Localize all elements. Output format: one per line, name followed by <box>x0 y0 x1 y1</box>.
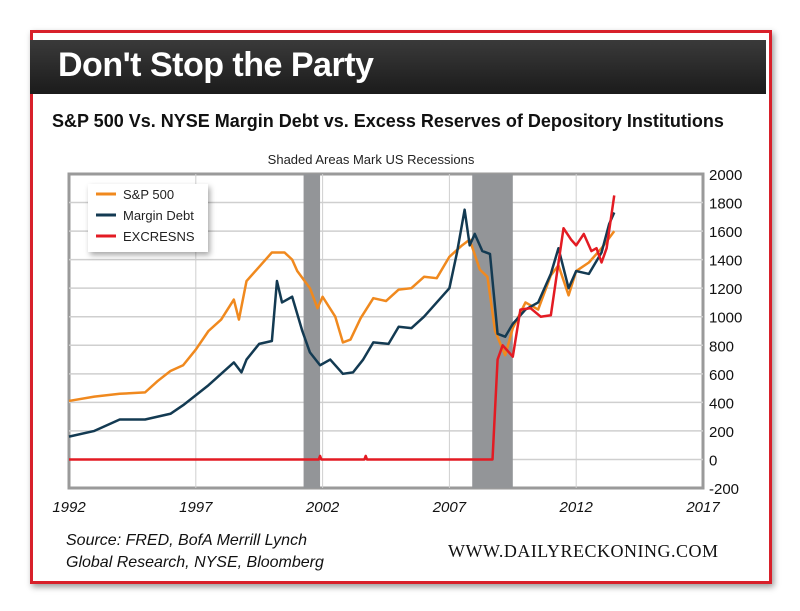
x-tick-label: 1992 <box>52 499 86 516</box>
chart-title: Shaded Areas Mark US Recessions <box>268 152 475 167</box>
legend-label: EXCRESNS <box>123 229 195 244</box>
y-tick-label: 1200 <box>709 281 742 298</box>
x-tick-label: 2017 <box>685 499 720 516</box>
recession-band <box>303 174 321 488</box>
legend-label: S&P 500 <box>123 187 174 202</box>
website: WWW.DAILYRECKONING.COM <box>448 541 719 561</box>
legend-label: Margin Debt <box>123 208 194 223</box>
source-line-2: Global Research, NYSE, Bloomberg <box>66 554 324 571</box>
x-tick-label: 1997 <box>179 499 213 516</box>
y-tick-label: 1000 <box>709 310 742 327</box>
y-tick-label: 800 <box>709 338 734 355</box>
x-tick-label: 2012 <box>559 499 594 516</box>
y-tick-label: 400 <box>709 395 734 412</box>
y-tick-label: 1400 <box>709 253 742 270</box>
source-line-1: Source: FRED, BofA Merrill Lynch <box>66 532 307 549</box>
y-tick-label: 600 <box>709 367 734 384</box>
chart-subtitle: S&P 500 Vs. NYSE Margin Debt vs. Excess … <box>52 111 724 131</box>
y-tick-label: 1600 <box>709 224 742 241</box>
series-line-margin-debt <box>68 208 616 438</box>
series-line-excresns <box>69 195 616 461</box>
y-tick-label: 0 <box>709 452 717 469</box>
x-tick-label: 2007 <box>432 499 467 516</box>
series-line-s-p-500 <box>68 230 616 403</box>
source-note: Source: FRED, BofA Merrill Lynch Global R… <box>66 530 324 574</box>
title-banner: Don't Stop the Party <box>30 40 766 94</box>
page-title: Don't Stop the Party <box>58 46 374 84</box>
y-tick-label: 1800 <box>709 196 742 213</box>
y-tick-label: 2000 <box>709 167 742 184</box>
x-tick-label: 2002 <box>305 499 340 516</box>
y-tick-label: 200 <box>709 424 734 441</box>
y-tick-label: -200 <box>709 481 739 498</box>
